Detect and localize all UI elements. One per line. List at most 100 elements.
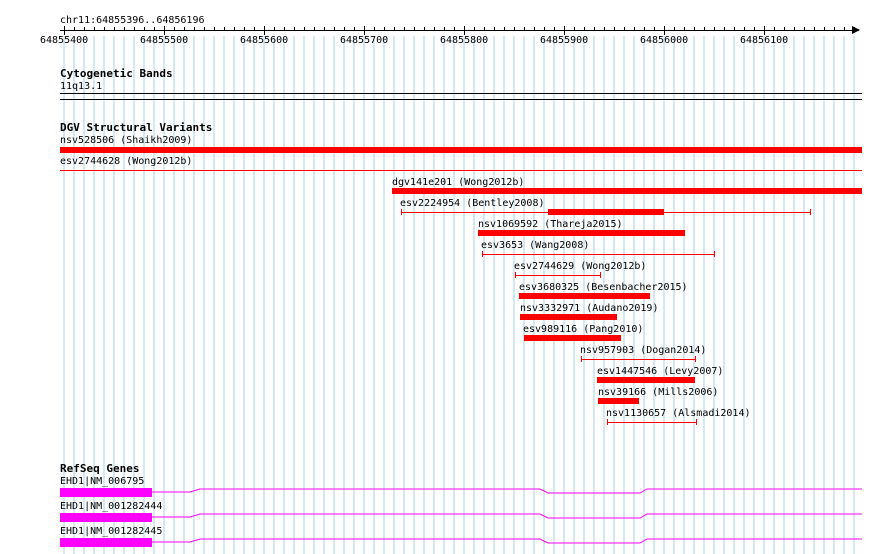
ruler-minor-tick [184,27,185,30]
variant-label[interactable]: dgv141e201 (Wong2012b) [392,177,525,188]
ruler-minor-tick [144,27,145,30]
transcript-label[interactable]: EHD1|NM_001282445 [60,526,163,537]
variant-line[interactable] [515,275,601,276]
ruler-tick-label: 64855400 [40,35,89,46]
variant-tick [810,209,811,215]
ruler-minor-tick [744,27,745,30]
variant-label[interactable]: esv3653 (Wang2008) [481,240,590,251]
variant-bar[interactable] [597,377,695,383]
variant-label[interactable]: esv2744629 (Wong2012b) [514,261,647,272]
variant-label[interactable]: esv989116 (Pang2010) [523,324,644,335]
variant-line[interactable] [60,170,862,171]
ruler-minor-tick [614,27,615,30]
variant-bar[interactable] [60,147,862,153]
ruler-minor-tick [604,27,605,30]
variant-label[interactable]: nsv528506 (Shaikh2009) [60,135,193,146]
ruler-minor-tick [374,27,375,30]
variant-tick [401,209,402,215]
ruler-minor-tick [574,27,575,30]
ruler-minor-tick [154,27,155,30]
ruler-minor-tick [714,27,715,30]
variant-tick [581,356,582,362]
variant-line[interactable] [482,254,715,255]
ruler-tick-label: 64855700 [340,35,389,46]
ruler-minor-tick [94,27,95,30]
ruler-minor-tick [584,27,585,30]
ruler-minor-tick [294,27,295,30]
transcript-label[interactable]: EHD1|NM_001282444 [60,501,163,512]
variant-label[interactable]: nsv1069592 (Thareja2015) [478,219,623,230]
variant-label[interactable]: nsv3332971 (Audano2019) [520,303,659,314]
variant-label[interactable]: nsv957903 (Dogan2014) [580,345,707,356]
variant-label[interactable]: esv1447546 (Levy2007) [597,366,724,377]
ruler-minor-tick [404,27,405,30]
ruler-minor-tick [844,27,845,30]
variant-label[interactable]: esv2224954 (Bentley2008) [400,198,545,209]
transcript-exon [60,538,152,547]
transcript-label[interactable]: EHD1|NM_006795 [60,476,145,487]
ruler-minor-tick [674,27,675,30]
ruler-minor-tick [334,27,335,30]
cytoband-label[interactable]: 11q13.1 [60,81,103,92]
ruler-minor-tick [814,27,815,30]
ruler-minor-tick [324,27,325,30]
ruler-minor-tick [734,27,735,30]
ruler-tick [64,26,65,35]
ruler-minor-tick [624,27,625,30]
ruler-minor-tick [304,27,305,30]
ruler-minor-tick [284,27,285,30]
ruler-minor-tick [454,27,455,30]
variant-label[interactable]: esv3680325 (Besenbacher2015) [519,282,688,293]
variant-label[interactable]: nsv39166 (Mills2006) [598,387,719,398]
variant-bar[interactable] [598,398,639,404]
ruler-tick [464,26,465,35]
variant-bar[interactable] [519,293,650,299]
variant-tick [600,272,601,278]
transcript-model[interactable] [60,488,862,497]
ruler-minor-tick [74,27,75,30]
ruler-tick [364,26,365,35]
transcript-model[interactable] [60,513,862,522]
cytoband-line-bottom [60,99,862,100]
ruler-minor-tick [594,27,595,30]
variant-line[interactable] [581,359,696,360]
ruler-minor-tick [134,27,135,30]
ruler-tick-label: 64856100 [740,35,789,46]
transcript-intron [152,513,862,519]
ruler-tick [764,26,765,35]
ruler-minor-tick [684,27,685,30]
ruler-minor-tick [224,27,225,30]
ruler-minor-tick [424,27,425,30]
ruler-minor-tick [444,27,445,30]
variant-label[interactable]: nsv1130657 (Alsmadi2014) [606,408,751,419]
ruler-tick-label: 64855500 [140,35,189,46]
transcript-model[interactable] [60,538,862,547]
variant-bar[interactable] [520,314,617,320]
variant-bar[interactable] [548,209,664,215]
ruler-minor-tick [514,27,515,30]
variant-tick [515,272,516,278]
variant-bar[interactable] [392,188,862,194]
ruler-minor-tick [84,27,85,30]
ruler-tick [164,26,165,35]
ruler-minor-tick [214,27,215,30]
ruler-minor-tick [774,27,775,30]
ruler-minor-tick [174,27,175,30]
transcript-exon [60,513,152,522]
variant-label[interactable]: esv2744628 (Wong2012b) [60,156,193,167]
variant-bar[interactable] [524,335,621,341]
ruler-minor-tick [344,27,345,30]
ruler-minor-tick [244,27,245,30]
ruler-minor-tick [834,27,835,30]
ruler-minor-tick [354,27,355,30]
ruler-minor-tick [114,27,115,30]
ruler-minor-tick [204,27,205,30]
dgv-track-title: DGV Structural Variants [60,121,213,134]
ruler-minor-tick [494,27,495,30]
ruler-minor-tick [824,27,825,30]
ruler-minor-tick [724,27,725,30]
variant-line[interactable] [607,422,697,423]
variant-bar[interactable] [478,230,685,236]
